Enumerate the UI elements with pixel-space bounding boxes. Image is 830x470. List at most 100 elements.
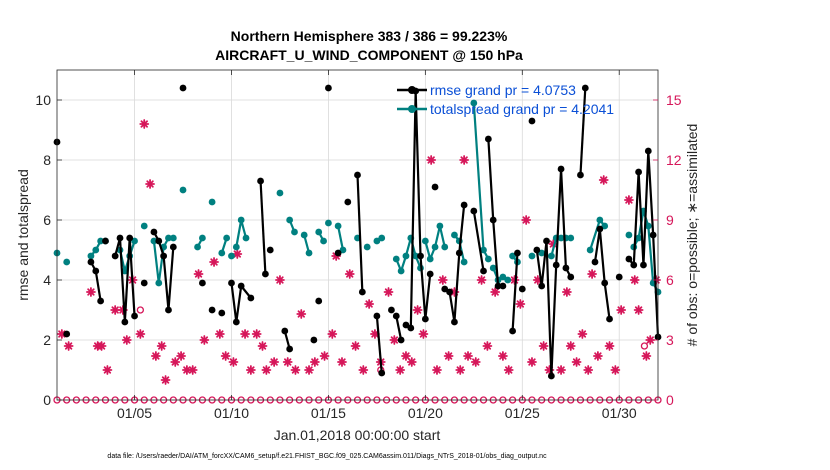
obs-assimilated-marker	[290, 365, 301, 375]
rmse-line-segment	[395, 315, 403, 341]
obs-asterisk-path	[515, 299, 526, 309]
obs-assimilated-marker	[490, 287, 501, 297]
right-y-axis: 0 3 6 9 12 15	[653, 92, 682, 408]
totalspread-point	[460, 258, 468, 266]
obs-asterisk-path	[470, 357, 481, 367]
obs-asterisk-path	[498, 351, 508, 361]
obs-assimilated-marker	[96, 341, 107, 351]
obs-assimilated-marker	[350, 341, 361, 351]
rmse-point	[484, 135, 492, 143]
obs-asterisk-path	[610, 365, 621, 375]
x-axis-label: Jan.01,2018 00:00:00 start	[274, 427, 441, 443]
obs-assimilated-marker	[245, 365, 256, 375]
rmse-point	[417, 252, 424, 260]
obs-assimilated-marker	[145, 179, 155, 189]
obs-asterisk-path	[110, 305, 121, 315]
obs-assimilated-marker	[319, 351, 330, 361]
x-tick-label: 01/30	[602, 405, 637, 421]
x-tick-label: 01/10	[214, 405, 249, 421]
obs-assimilated-marker	[331, 251, 342, 261]
totalspread-point	[121, 267, 129, 275]
rmse-point	[388, 306, 395, 314]
obs-assimilated-marker	[327, 329, 338, 339]
totalspread-point	[451, 231, 458, 239]
totalspread-point	[218, 249, 226, 257]
rmse-point	[344, 198, 352, 206]
obs-assimilated-marker	[251, 329, 262, 339]
obs-asterisk-path	[426, 155, 437, 165]
obs-assimilated-marker	[358, 365, 369, 375]
totalspread-point	[397, 267, 405, 275]
obs-assimilated-marker	[406, 357, 417, 367]
rmse-point	[509, 327, 516, 335]
obs-asterisk-path	[406, 357, 417, 367]
totalspread-series	[53, 99, 662, 296]
x-axis: 01/05 01/10 01/15 01/20 01/25 01/30	[117, 70, 637, 421]
obs-asterisk-path	[96, 341, 107, 351]
rmse-point	[92, 267, 100, 275]
obs-asterisk-path	[135, 329, 146, 339]
rmse-point	[232, 318, 240, 326]
obs-assimilated-marker	[86, 287, 96, 297]
obs-assimilated-marker	[209, 257, 219, 267]
totalspread-point	[499, 273, 507, 281]
y-right-tick-label: 9	[666, 212, 674, 228]
obs-assimilated-marker	[150, 351, 161, 361]
y-left-tick-label: 4	[43, 272, 51, 288]
totalspread-point	[625, 231, 633, 239]
obs-asterisk-path	[633, 305, 644, 315]
obs-asterisk-path	[544, 365, 555, 375]
rmse-point	[407, 324, 415, 332]
rmse-point	[102, 237, 109, 245]
totalspread-point	[402, 252, 410, 260]
obs-asterisk-path	[290, 365, 301, 375]
totalspread-point	[528, 252, 536, 260]
obs-asterisk-path	[209, 257, 219, 267]
y-right-tick-label: 3	[666, 332, 674, 348]
rmse-point	[547, 372, 555, 380]
totalspread-point	[242, 234, 250, 242]
obs-assimilated-marker	[532, 275, 543, 285]
totalspread-point	[441, 243, 449, 251]
obs-asterisk-path	[240, 329, 250, 339]
rmse-point	[581, 84, 589, 92]
obs-assimilated-marker	[418, 329, 429, 339]
obs-assimilated-marker	[544, 365, 555, 375]
plot-area-frame	[56, 69, 659, 401]
rmse-point	[373, 312, 381, 320]
totalspread-point	[223, 234, 231, 242]
obs-asterisk-path	[327, 329, 338, 339]
totalspread-point	[586, 246, 594, 254]
rmse-point	[557, 165, 565, 173]
x-tick-label: 01/15	[311, 405, 346, 421]
legend-spread-marker	[408, 105, 416, 113]
obs-asterisk-path	[490, 287, 501, 297]
totalspread-point	[315, 228, 323, 236]
rmse-point	[228, 279, 235, 287]
rmse-point	[577, 171, 584, 179]
totalspread-point	[426, 255, 434, 263]
rmse-point	[179, 84, 187, 92]
totalspread-point	[131, 237, 138, 245]
obs-assimilated-marker	[503, 365, 514, 375]
obs-assimilated-marker	[412, 305, 423, 315]
obs-asterisk-path	[604, 341, 615, 351]
obs-asterisk-path	[455, 365, 466, 375]
obs-asterisk-path	[587, 269, 597, 279]
rmse-series	[53, 84, 662, 380]
obs-asterisk-path	[63, 341, 74, 351]
obs-asterisk-path	[364, 299, 375, 309]
rmse-point	[596, 225, 604, 233]
obs-assimilated-marker	[282, 357, 293, 367]
rmse-point	[533, 246, 541, 254]
obs-assimilated-marker	[401, 351, 411, 361]
rmse-point	[543, 237, 550, 245]
totalspread-point	[378, 234, 386, 242]
obs-asterisk-path	[269, 357, 280, 367]
obs-asterisk-path	[449, 287, 460, 297]
obs-assimilated-marker	[476, 275, 487, 285]
rmse-point	[630, 261, 638, 269]
obs-asterisk-path	[257, 341, 268, 351]
rmse-point	[286, 345, 294, 353]
